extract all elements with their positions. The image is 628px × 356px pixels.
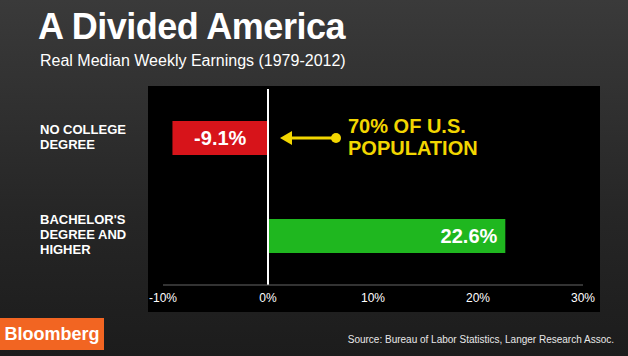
svg-text:-10%: -10% xyxy=(149,291,177,305)
html-text:Real Median Weekly Earnings (1: Real Median Weekly Earnings (1979-2012) xyxy=(40,52,346,69)
svg-text:-9.1%: -9.1% xyxy=(194,127,246,149)
svg-text:10%: 10% xyxy=(361,291,385,305)
svg-text:30%: 30% xyxy=(571,291,595,305)
html-text:A Divided America: A Divided America xyxy=(38,6,345,47)
svg-text:NO COLLEGEDEGREE: NO COLLEGEDEGREE xyxy=(40,122,126,152)
svg-text:BACHELOR'SDEGREE ANDHIGHER: BACHELOR'SDEGREE ANDHIGHER xyxy=(40,212,126,257)
svg-text:22.6%: 22.6% xyxy=(441,225,498,247)
html-text:Source: Bureau of Labor Statis: Source: Bureau of Labor Statistics, Lang… xyxy=(347,334,614,345)
html-text:Bloomberg: Bloomberg xyxy=(4,324,100,344)
html-text:70% OF U.S. POPULATION: 70% OF U.S. POPULATION xyxy=(348,115,478,159)
svg-text:20%: 20% xyxy=(466,291,490,305)
svg-text:0%: 0% xyxy=(259,291,277,305)
